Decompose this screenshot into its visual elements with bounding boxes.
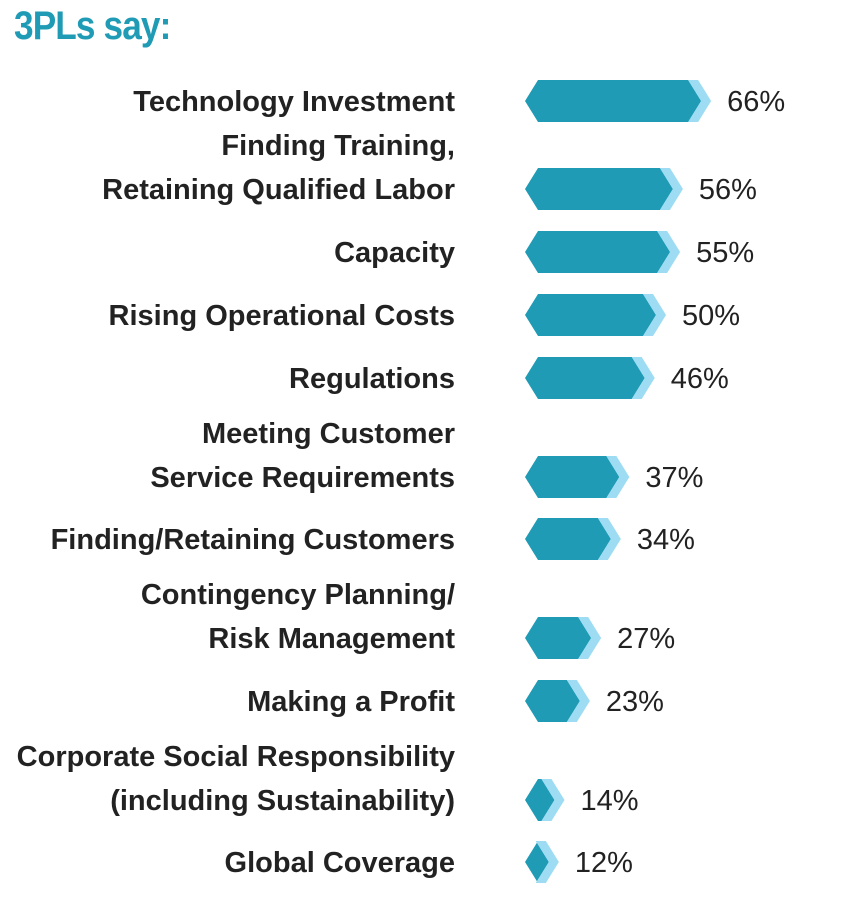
category-label: Global Coverage: [225, 847, 455, 879]
value-label: 55%: [696, 237, 754, 269]
bar: [525, 357, 645, 399]
bar-tip: [535, 841, 559, 883]
bar-group: 66% Technology Investment: [133, 80, 785, 122]
category-label: Corporate Social Responsibility: [17, 741, 455, 773]
bar: [525, 231, 671, 273]
value-label: 66%: [727, 86, 785, 118]
category-label: Capacity: [334, 237, 455, 269]
bar: [525, 617, 592, 659]
category-label: Retaining Qualified Labor: [102, 174, 455, 206]
bar-tip: [643, 294, 666, 336]
bar-tip: [631, 357, 655, 399]
bar-tip: [688, 80, 712, 122]
value-label: 23%: [606, 686, 664, 718]
bar-group: 34% Finding/Retaining Customers: [51, 518, 695, 560]
bar-group: 23% Making a Profit: [247, 680, 664, 722]
bar-group: 12% Global Coverage: [225, 841, 633, 883]
bar-tip: [659, 168, 683, 210]
value-label: 46%: [671, 363, 729, 395]
bar-group: 55% Capacity: [334, 231, 754, 273]
category-label: Finding/Retaining Customers: [51, 524, 455, 556]
bar-group: 56% Finding Training, Retaining Qualified …: [102, 130, 757, 210]
bar: [525, 779, 555, 821]
category-label: Regulations: [289, 363, 455, 395]
bar-tip: [566, 680, 590, 722]
category-label: Contingency Planning/: [141, 579, 455, 611]
bar: [525, 518, 611, 560]
bar-group: 50% Rising Operational Costs: [109, 294, 740, 336]
category-label: Risk Management: [208, 623, 455, 655]
bar-tip: [606, 456, 630, 498]
category-label: Technology Investment: [133, 86, 455, 118]
bar: [525, 680, 580, 722]
value-label: 37%: [645, 462, 703, 494]
value-label: 34%: [637, 524, 695, 556]
category-label: Service Requirements: [150, 462, 455, 494]
category-label: Rising Operational Costs: [109, 300, 455, 332]
bar: [525, 841, 549, 883]
category-label: Finding Training,: [221, 130, 455, 162]
value-label: 50%: [682, 300, 740, 332]
bar-tip: [578, 617, 602, 659]
category-label: (including Sustainability): [110, 785, 455, 817]
category-label: Meeting Customer: [202, 418, 455, 450]
chart-title: 3PLs say:: [14, 4, 171, 48]
bar: [525, 294, 656, 336]
bar-group: 37% Meeting Customer Service Requirements: [150, 418, 703, 498]
bar: [525, 168, 673, 210]
bar-group: 46% Regulations: [289, 357, 729, 399]
value-label: 14%: [580, 785, 638, 817]
bar: [525, 456, 620, 498]
value-label: 56%: [699, 174, 757, 206]
bar: [525, 80, 702, 122]
value-label: 12%: [575, 847, 633, 879]
bar-group: 14% Corporate Social Responsibility (inclu…: [17, 741, 639, 821]
bar-tip: [657, 231, 681, 273]
bar-group: 27% Contingency Planning/Risk Management: [141, 579, 675, 659]
bar-tip: [541, 779, 565, 821]
category-label: Making a Profit: [247, 686, 455, 718]
bar-tip: [597, 518, 621, 560]
value-label: 27%: [617, 623, 675, 655]
